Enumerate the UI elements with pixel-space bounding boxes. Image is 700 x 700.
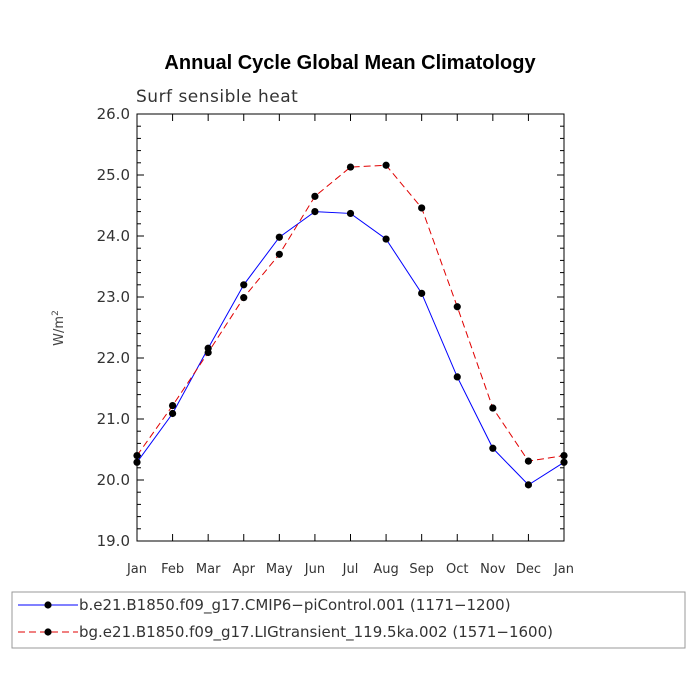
series-1-point	[418, 289, 426, 297]
x-tick-label: Jan	[553, 562, 574, 577]
series-2-line	[136, 164, 565, 462]
x-tick-label: Nov	[480, 562, 506, 577]
series-1-line	[136, 211, 565, 486]
series-2-point	[453, 303, 461, 311]
legend-label-2: bg.e21.B1850.f09_g17.LIGtransient_119.5k…	[79, 623, 553, 642]
legend-items: b.e21.B1850.f09_g17.CMIP6−piControl.001 …	[18, 596, 553, 642]
x-tick-label: Dec	[516, 562, 541, 577]
series-1-point	[489, 444, 497, 452]
y-tick-label: 20.0	[97, 471, 130, 489]
series-2-point	[489, 404, 497, 412]
plot-frame	[136, 113, 565, 542]
x-tick-label: Feb	[161, 562, 184, 577]
x-tick-label: Oct	[446, 562, 468, 577]
series-2-point	[382, 161, 390, 169]
y-tick-label: 25.0	[97, 166, 130, 184]
y-tick-label: 19.0	[97, 532, 130, 550]
series-1-point	[275, 233, 283, 241]
chart-title: Annual Cycle Global Mean Climatology	[164, 52, 536, 74]
series-2-point	[418, 204, 426, 212]
series-1-point	[240, 281, 248, 289]
axes: 19.0 20.0 21.0 22.0 23.0 24.0 25.0 26.0 Jan Feb Ma…	[97, 105, 574, 577]
y-tick-label: 21.0	[97, 410, 130, 428]
series-1-point	[560, 458, 568, 466]
series-2-point	[560, 452, 568, 460]
chart-subtitle: Surf sensible heat	[136, 87, 298, 107]
series-2-point	[204, 348, 212, 357]
x-tick-label: Apr	[233, 562, 256, 577]
y-tick-label: 24.0	[97, 227, 130, 245]
y-tick-label: 26.0	[97, 105, 130, 123]
y-tick-label: 23.0	[97, 288, 130, 306]
x-tick-label: Sep	[409, 562, 434, 577]
series-2-point	[168, 401, 177, 410]
x-tick-label: Jun	[304, 562, 325, 577]
y-axis-label-superscript: 2	[51, 310, 61, 316]
y-tick-label: 22.0	[97, 349, 130, 367]
series-1-point	[524, 481, 533, 489]
legend-marker-2	[44, 628, 52, 636]
y-axis-label-base: W/m	[52, 316, 67, 346]
x-tick-label: Jul	[342, 562, 359, 577]
x-tick-label: Mar	[196, 562, 221, 577]
series-1-point	[346, 209, 355, 218]
x-tick-label: Aug	[373, 562, 398, 577]
series-2-point	[133, 452, 141, 460]
series-1-point	[311, 208, 319, 216]
series-1-point	[382, 235, 390, 243]
series-1-point	[453, 373, 461, 381]
series-1-point	[168, 409, 177, 418]
series-2-point	[524, 457, 533, 465]
y-axis-label: W/m2	[51, 310, 67, 346]
series-2-point	[275, 250, 283, 258]
series-2-point	[240, 294, 248, 302]
series-2-point	[346, 163, 355, 171]
series-1-point	[133, 458, 141, 466]
x-tick-label: May	[266, 562, 293, 577]
x-tick-label: Jan	[126, 562, 147, 577]
legend: b.e21.B1850.f09_g17.CMIP6−piControl.001 …	[11, 591, 686, 649]
legend-label-1: b.e21.B1850.f09_g17.CMIP6−piControl.001 …	[79, 596, 511, 615]
series-2-point	[311, 192, 319, 200]
series-layer	[133, 161, 568, 489]
legend-box	[11, 591, 686, 649]
legend-marker-1	[44, 601, 52, 609]
